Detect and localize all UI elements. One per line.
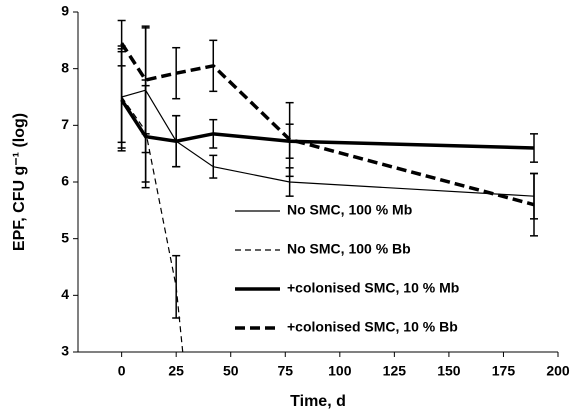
y-tick-label: 5 — [61, 229, 69, 245]
y-tick-label: 7 — [61, 116, 69, 132]
y-tick-label: 4 — [61, 286, 69, 302]
legend-label: No SMC, 100 % Mb — [287, 202, 412, 218]
y-tick-label: 6 — [61, 173, 69, 189]
x-tick-label: 200 — [546, 363, 570, 379]
x-tick-label: 25 — [168, 363, 184, 379]
series-line — [121, 96, 184, 352]
x-tick-label: 0 — [118, 363, 126, 379]
x-tick-label: 50 — [223, 363, 239, 379]
series-line — [120, 42, 535, 207]
x-tick-label: 150 — [437, 363, 461, 379]
legend-label: +colonised SMC, 10 % Mb — [287, 280, 459, 296]
series-line — [121, 89, 535, 197]
y-tick-label: 3 — [61, 343, 69, 359]
y-axis-label: EPF, CFU g⁻¹ (log) — [11, 113, 28, 251]
x-tick-label: 75 — [277, 363, 293, 379]
legend-label: +colonised SMC, 10 % Bb — [287, 319, 458, 335]
x-tick-label: 175 — [492, 363, 516, 379]
x-tick-label: 100 — [328, 363, 352, 379]
error-bar — [141, 25, 150, 135]
legend-label: No SMC, 100 % Bb — [287, 241, 411, 257]
x-axis-label: Time, d — [290, 393, 346, 410]
y-tick-label: 8 — [61, 59, 69, 75]
series-line — [120, 98, 535, 150]
y-tick-label: 9 — [61, 3, 69, 19]
x-tick-label: 125 — [383, 363, 407, 379]
